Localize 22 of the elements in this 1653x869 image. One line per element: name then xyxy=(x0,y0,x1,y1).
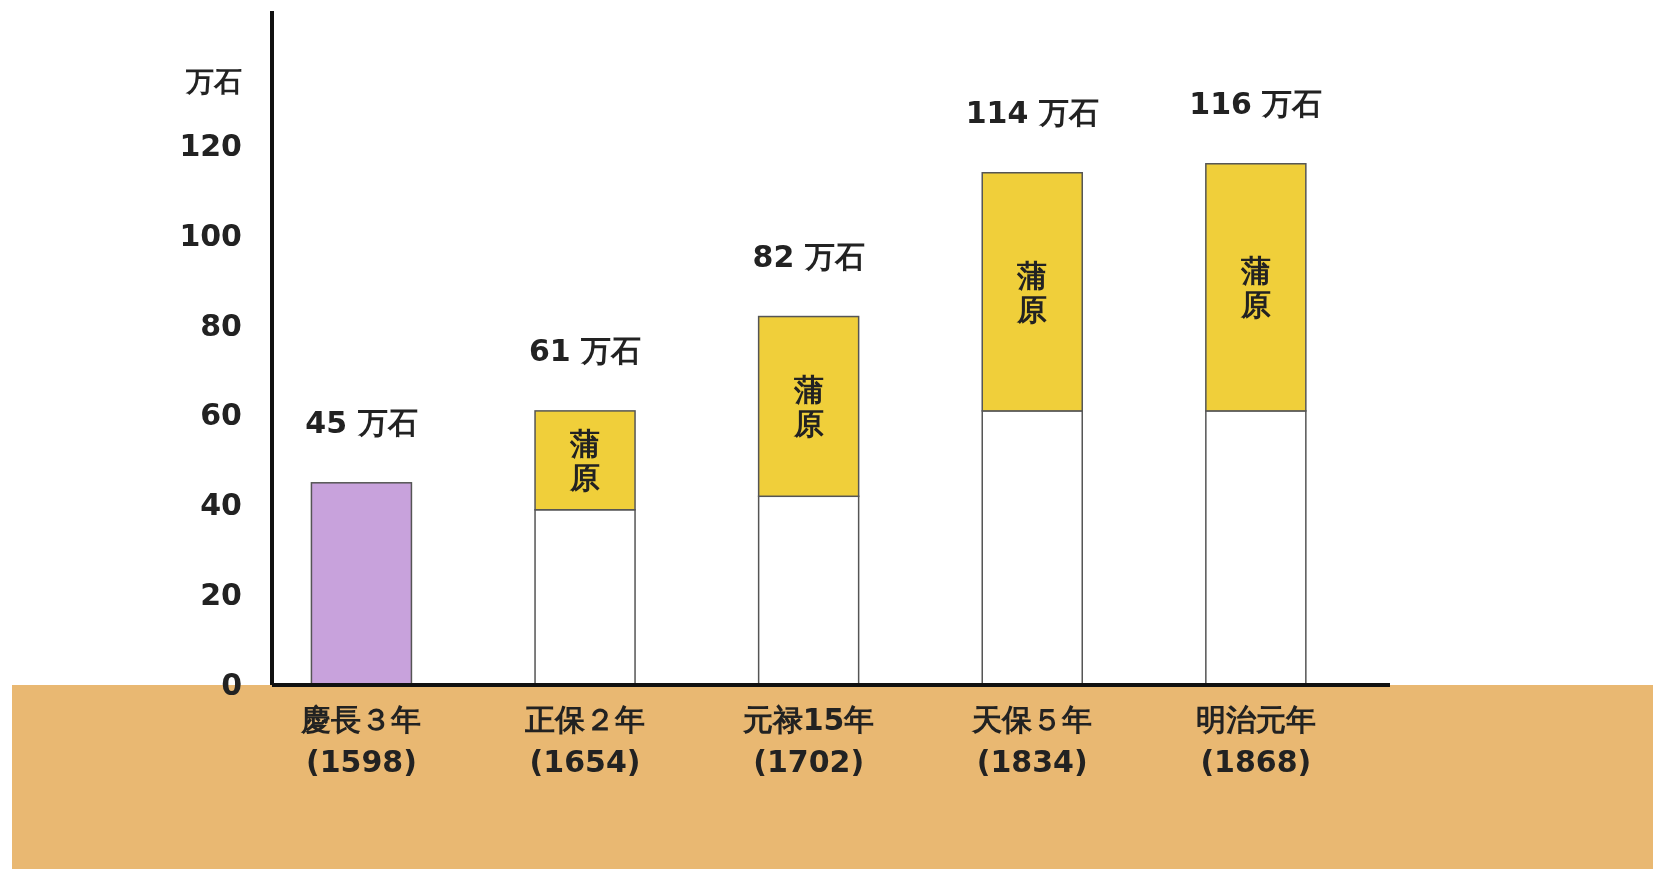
text: 蒲原 xyxy=(1017,257,1048,327)
total-label: 45 万石 xyxy=(305,404,418,440)
x-tick-label: 慶長３年 (1598) xyxy=(300,702,422,779)
series-label: 蒲原 xyxy=(569,426,601,496)
total-label: 114 万石 xyxy=(965,94,1099,130)
x-tick-label: 正保２年 (1654) xyxy=(524,702,646,779)
bar xyxy=(310,482,413,686)
text: 蒲原 xyxy=(793,372,824,442)
x-tick-label: 元禄15年 (1702) xyxy=(741,702,875,779)
text: 蒲原 xyxy=(1240,253,1271,323)
y-tick-label: 20 xyxy=(200,577,242,613)
total-label: 61 万石 xyxy=(528,332,642,368)
y-axis-title: 万石 xyxy=(185,64,242,98)
y-tick-label: 80 xyxy=(200,307,242,343)
x-tick-label: 明治元年 (1868) xyxy=(1195,702,1316,779)
total-label: 116 万石 xyxy=(1189,85,1323,121)
x-tick-label: 天保５年 (1834) xyxy=(971,702,1093,779)
total-label: 82 万石 xyxy=(752,238,865,274)
y-tick-label: 40 xyxy=(200,487,242,523)
y-tick-label: 100 xyxy=(179,217,242,253)
y-tick-label: 120 xyxy=(179,127,242,163)
y-tick-label: 60 xyxy=(200,397,242,433)
